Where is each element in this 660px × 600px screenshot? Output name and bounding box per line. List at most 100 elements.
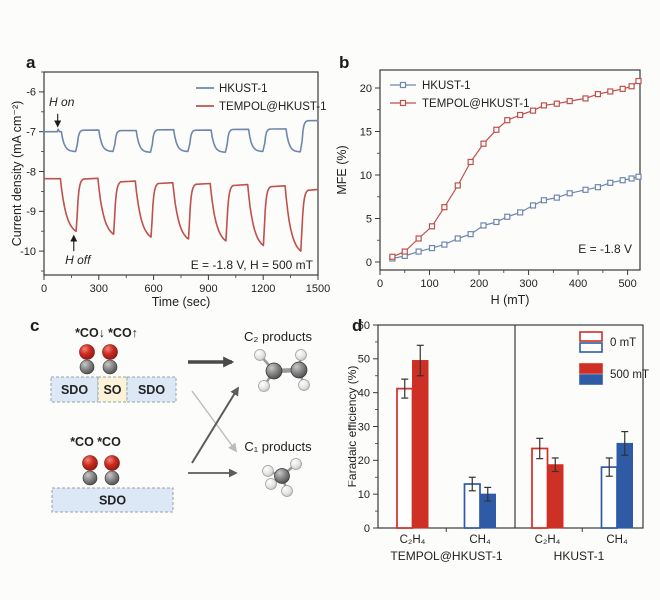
hydrogen-atom bbox=[295, 349, 307, 361]
data-marker bbox=[493, 126, 500, 133]
co-spin-up-label: *CO↑ bbox=[108, 326, 138, 340]
series-line-HKUST-1 bbox=[43, 119, 319, 153]
data-marker bbox=[628, 175, 635, 182]
hydrogen-atom bbox=[290, 458, 302, 470]
data-marker bbox=[607, 179, 614, 186]
x-tick-label: 0 bbox=[377, 278, 383, 290]
data-marker bbox=[415, 248, 422, 255]
x-tick-label: 1500 bbox=[306, 283, 330, 295]
panel-a-label: a bbox=[26, 53, 36, 72]
data-marker bbox=[635, 77, 642, 85]
legend-label: TEMPOL@HKUST-1 bbox=[219, 101, 327, 113]
data-marker bbox=[454, 182, 461, 189]
group-label: TEMPOL@HKUST-1 bbox=[390, 549, 503, 563]
hydrogen-atom bbox=[254, 349, 266, 361]
site-segment-label: SDO bbox=[138, 383, 165, 397]
carbon-atom bbox=[104, 470, 120, 486]
x-tick-label: 500 bbox=[618, 278, 636, 290]
legend-swatch-red-open bbox=[579, 331, 603, 342]
x-axis-title: Time (sec) bbox=[152, 295, 211, 309]
y-tick-label: 30 bbox=[358, 421, 370, 433]
data-marker bbox=[467, 158, 474, 166]
data-marker bbox=[517, 111, 524, 119]
legend-label: HKUST-1 bbox=[422, 80, 471, 92]
y-tick-label: 50 bbox=[358, 354, 370, 366]
hydrogen-atom bbox=[298, 379, 310, 391]
carbon-atom bbox=[274, 468, 290, 484]
bar-category-label: CH₄ bbox=[469, 534, 491, 546]
y-axis-title: Current density (mA cm⁻²) bbox=[10, 101, 24, 247]
legend-swatch-blue-open bbox=[579, 342, 603, 353]
panel-b-mfe-chart: 0 100 200 300 400 500 0 5 10 15 20 H (mT) MFE (%) HKU… bbox=[335, 69, 642, 307]
data-marker bbox=[566, 190, 573, 197]
data-marker bbox=[635, 173, 642, 180]
c2-products-label: C₂ products bbox=[244, 329, 312, 344]
bar-open-HKUST-1-C₂H₄ bbox=[531, 447, 549, 529]
site-segment-label: SDO bbox=[99, 494, 126, 508]
y-tick-label: -6 bbox=[26, 87, 36, 99]
carbon-atom bbox=[102, 359, 118, 375]
data-marker bbox=[540, 197, 548, 204]
data-marker bbox=[553, 194, 560, 201]
data-marker bbox=[441, 204, 448, 211]
bar-category-label: C₂H₄ bbox=[535, 534, 561, 546]
data-marker bbox=[566, 97, 573, 105]
x-tick-label: 100 bbox=[420, 278, 438, 290]
y-axis-title: Faradaic efficiency (%) bbox=[348, 366, 359, 488]
data-marker bbox=[607, 88, 614, 95]
y-tick-label: 20 bbox=[360, 83, 372, 95]
y-tick-label: 10 bbox=[360, 170, 372, 182]
data-marker bbox=[529, 107, 537, 114]
bar-category-label: C₂H₄ bbox=[400, 534, 426, 546]
x-tick-label: 300 bbox=[519, 278, 537, 290]
legend-label: 0 mT bbox=[610, 337, 636, 349]
co-label: *CO bbox=[70, 435, 94, 449]
legend-swatch-blue-filled bbox=[579, 374, 603, 385]
panel-b-plot-box bbox=[379, 69, 641, 271]
x-tick-label: 300 bbox=[90, 283, 108, 295]
oxygen-atom bbox=[102, 344, 118, 360]
data-marker bbox=[540, 102, 548, 109]
data-marker bbox=[480, 140, 487, 147]
series-line-TEMPOL@HKUST-1 bbox=[43, 177, 319, 252]
panel-d-faradaic-efficiency-chart: 0 10 20 30 40 50 60 Faradaic efficiency (%) C₂H₄… bbox=[348, 320, 649, 563]
legend-label: TEMPOL@HKUST-1 bbox=[422, 98, 530, 110]
condition-note: E = -1.8 V bbox=[578, 242, 632, 256]
data-marker bbox=[594, 184, 602, 191]
oxygen-atom bbox=[82, 455, 98, 471]
panel-a-current-density-chart: 0 300 600 900 1200 1500 -6 -7 -8 -9 -10 Time (sec) C… bbox=[10, 71, 330, 309]
x-tick-label: 900 bbox=[199, 283, 217, 295]
data-marker bbox=[582, 95, 589, 102]
data-marker bbox=[619, 177, 626, 184]
annotation-text: H off bbox=[65, 253, 92, 267]
y-tick-label: -10 bbox=[20, 246, 36, 258]
x-tick-label: 400 bbox=[569, 278, 587, 290]
co-label: *CO bbox=[97, 435, 121, 449]
data-marker bbox=[529, 202, 537, 209]
data-marker bbox=[428, 244, 436, 252]
data-marker bbox=[399, 99, 407, 107]
legend-swatch-red-filled bbox=[579, 363, 603, 374]
y-tick-label: 15 bbox=[360, 126, 372, 138]
group-label: HKUST-1 bbox=[554, 549, 605, 563]
site-segment-SDO bbox=[51, 487, 174, 513]
arrow-normal-to-c2 bbox=[191, 386, 239, 464]
bar-category-label: CH₄ bbox=[606, 534, 628, 546]
data-marker bbox=[504, 213, 511, 220]
x-tick-label: 1200 bbox=[251, 283, 275, 295]
data-marker bbox=[553, 100, 560, 107]
data-marker bbox=[582, 186, 589, 193]
x-tick-label: 200 bbox=[470, 278, 488, 290]
data-marker bbox=[517, 209, 524, 216]
data-marker bbox=[628, 83, 635, 90]
data-marker bbox=[399, 81, 407, 89]
site-segment-SDO bbox=[126, 376, 177, 403]
legend-label: 500 mT bbox=[610, 369, 649, 381]
x-tick-label: 0 bbox=[41, 283, 47, 295]
bar-filled-HKUST-1-CH₄ bbox=[616, 442, 633, 529]
y-tick-label: -7 bbox=[26, 127, 36, 139]
panel-b-label: b bbox=[339, 53, 350, 72]
x-axis-title: H (mT) bbox=[491, 293, 530, 307]
y-tick-label: -9 bbox=[26, 206, 36, 218]
